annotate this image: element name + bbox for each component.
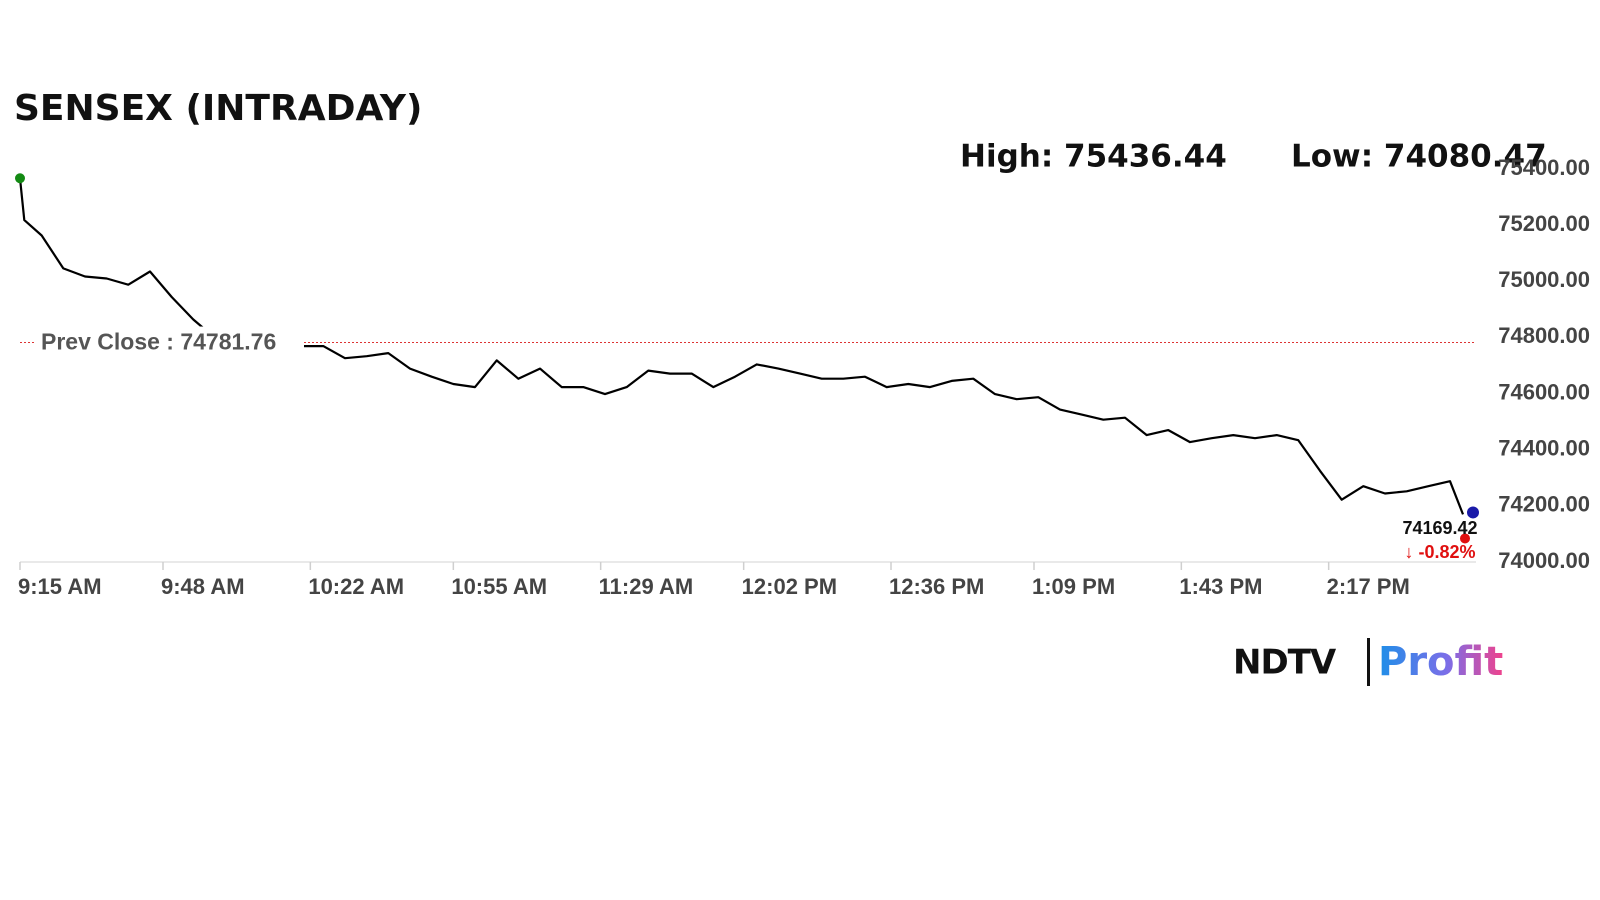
logo-brand: NDTV <box>1233 643 1337 683</box>
chart-title: SENSEX (INTRADAY) <box>14 88 422 129</box>
last-value-label: 74169.42 <box>1402 518 1477 538</box>
y-tick-label: 74400.00 <box>1498 436 1590 461</box>
plot-area: 74000.00 74200.00 74400.00 74600.00 74800.00… <box>15 155 1590 599</box>
high-label: High: 75436.44 <box>960 139 1227 175</box>
change-marker <box>1460 533 1470 544</box>
y-tick-label: 74000.00 <box>1498 548 1590 573</box>
y-tick-label: 74200.00 <box>1498 492 1590 517</box>
x-tick-label: 9:15 AM <box>18 574 102 599</box>
low-label: Low: 74080.47 <box>1291 139 1547 175</box>
logo-divider <box>1367 638 1370 686</box>
last-marker <box>1467 506 1479 519</box>
x-tick-label: 1:09 PM <box>1032 574 1115 599</box>
x-tick-label: 10:55 AM <box>451 574 547 599</box>
x-tick-label: 9:48 AM <box>161 574 245 599</box>
y-tick-label: 75400.00 <box>1498 155 1590 180</box>
logo-product: Profit <box>1378 639 1503 685</box>
open-marker <box>15 173 25 184</box>
x-tick-label: 1:43 PM <box>1179 574 1262 599</box>
x-tick-label: 11:29 AM <box>599 574 694 599</box>
y-tick-label: 75200.00 <box>1498 211 1590 236</box>
prev-close-label: Prev Close : 74781.76 <box>41 329 276 355</box>
x-tick-label: 12:36 PM <box>889 574 984 599</box>
x-tick-label: 10:22 AM <box>308 574 404 599</box>
change-label: ↓ -0.82% <box>1404 542 1475 562</box>
y-tick-label: 75000.00 <box>1498 267 1590 292</box>
x-tick-label: 12:02 PM <box>742 574 837 599</box>
y-tick-label: 74600.00 <box>1498 379 1590 404</box>
logo: NDTV Profit <box>1233 638 1503 686</box>
prev-close-label-bg <box>36 326 304 357</box>
x-tick-label: 2:17 PM <box>1327 574 1410 599</box>
y-tick-label: 74800.00 <box>1498 323 1590 348</box>
